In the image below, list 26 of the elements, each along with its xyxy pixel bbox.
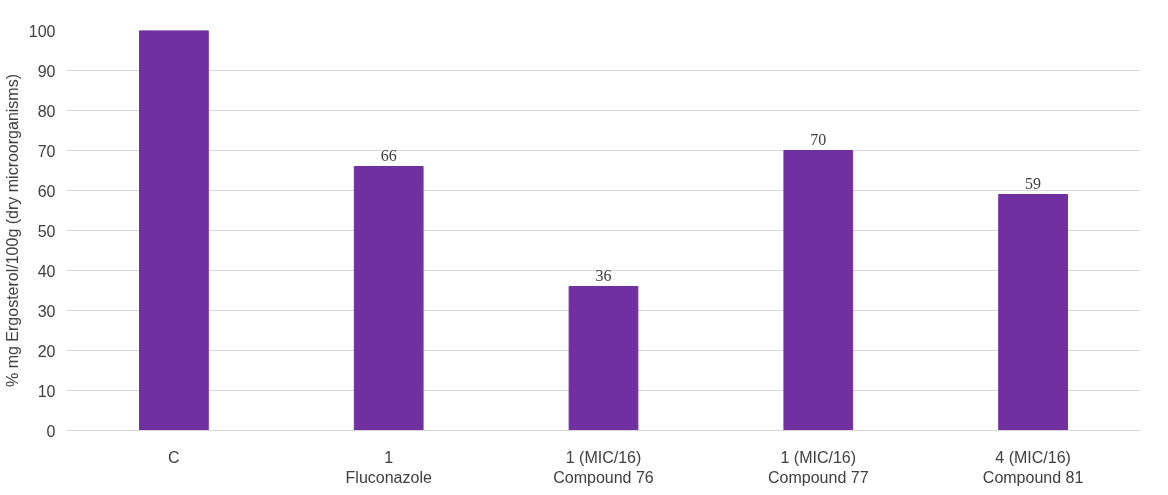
y-tick-label: 50 — [37, 222, 56, 240]
bar — [139, 30, 209, 431]
y-tick-label: 80 — [37, 102, 56, 120]
y-axis-title: % mg Ergosterol/100g (dry microorganisms) — [3, 74, 21, 387]
x-tick-label: 4 (MIC/16) Compound 81 — [982, 448, 1084, 486]
data-label: 66 — [380, 146, 397, 164]
x-tick-label: 1 (MIC/16) Compound 77 — [768, 448, 869, 486]
y-tick-label: 40 — [37, 262, 56, 280]
x-tick-label: 1 (MIC/16) Compound 76 — [553, 448, 654, 486]
bar — [568, 286, 639, 431]
bar — [783, 150, 854, 431]
y-tick-label: 90 — [37, 62, 56, 80]
data-label: 59 — [1025, 174, 1042, 192]
bar — [353, 166, 424, 431]
y-tick-label: 60 — [37, 182, 56, 200]
y-tick-label: 10 — [37, 382, 56, 400]
bar — [998, 194, 1068, 431]
x-tick-label: C — [168, 448, 180, 466]
y-tick-label: 0 — [46, 422, 56, 440]
data-label: 70 — [810, 130, 827, 148]
y-tick-label: 20 — [37, 342, 56, 360]
y-tick-label: 30 — [37, 302, 56, 320]
x-tick-label: 1 Fluconazole — [345, 448, 432, 486]
data-label: 36 — [595, 266, 612, 284]
y-tick-label: 70 — [37, 142, 56, 160]
y-tick-label: 100 — [28, 22, 56, 40]
